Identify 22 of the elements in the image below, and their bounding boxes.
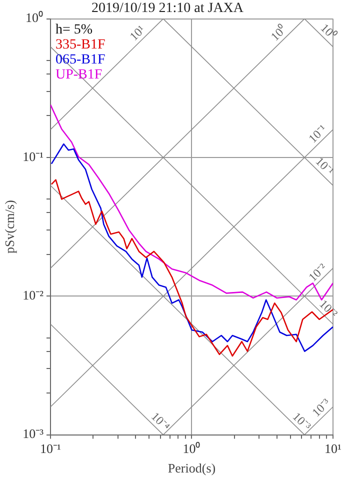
annotation: 10⁻⁴ (148, 409, 173, 434)
x-tick-label: 10⁻¹ (40, 441, 62, 456)
chart-title: 2019/10/19 21:10 at JAXA (91, 1, 244, 16)
annotation: 10⁰ (318, 20, 340, 42)
x-tick-label: 10¹ (324, 441, 342, 456)
y-tick-label: 10⁻³ (22, 426, 44, 442)
text: 065-B1F (55, 52, 106, 68)
annotation: h= 5% (55, 22, 93, 38)
annotation: 10⁻² (306, 260, 330, 284)
annotation: 10⁰ (268, 22, 290, 44)
annotation: 10⁻¹ (312, 154, 337, 178)
y-tick-label: 10⁰ (25, 10, 44, 26)
series-label: UP-B1F (55, 67, 102, 82)
annotation: 10¹ (126, 22, 148, 44)
annotation: 10⁻² (316, 296, 341, 321)
annotation: 10⁻¹ (306, 122, 330, 146)
text: 335-B1F (55, 37, 106, 52)
y-tick-label: 10⁻¹ (22, 148, 44, 164)
y-tick-label: 10⁻² (22, 288, 44, 303)
x-axis-title: Period(s) (168, 460, 216, 476)
y-axis-title: pSv(cm/s) (2, 200, 18, 254)
x-tick-label: 10⁰ (182, 441, 201, 456)
